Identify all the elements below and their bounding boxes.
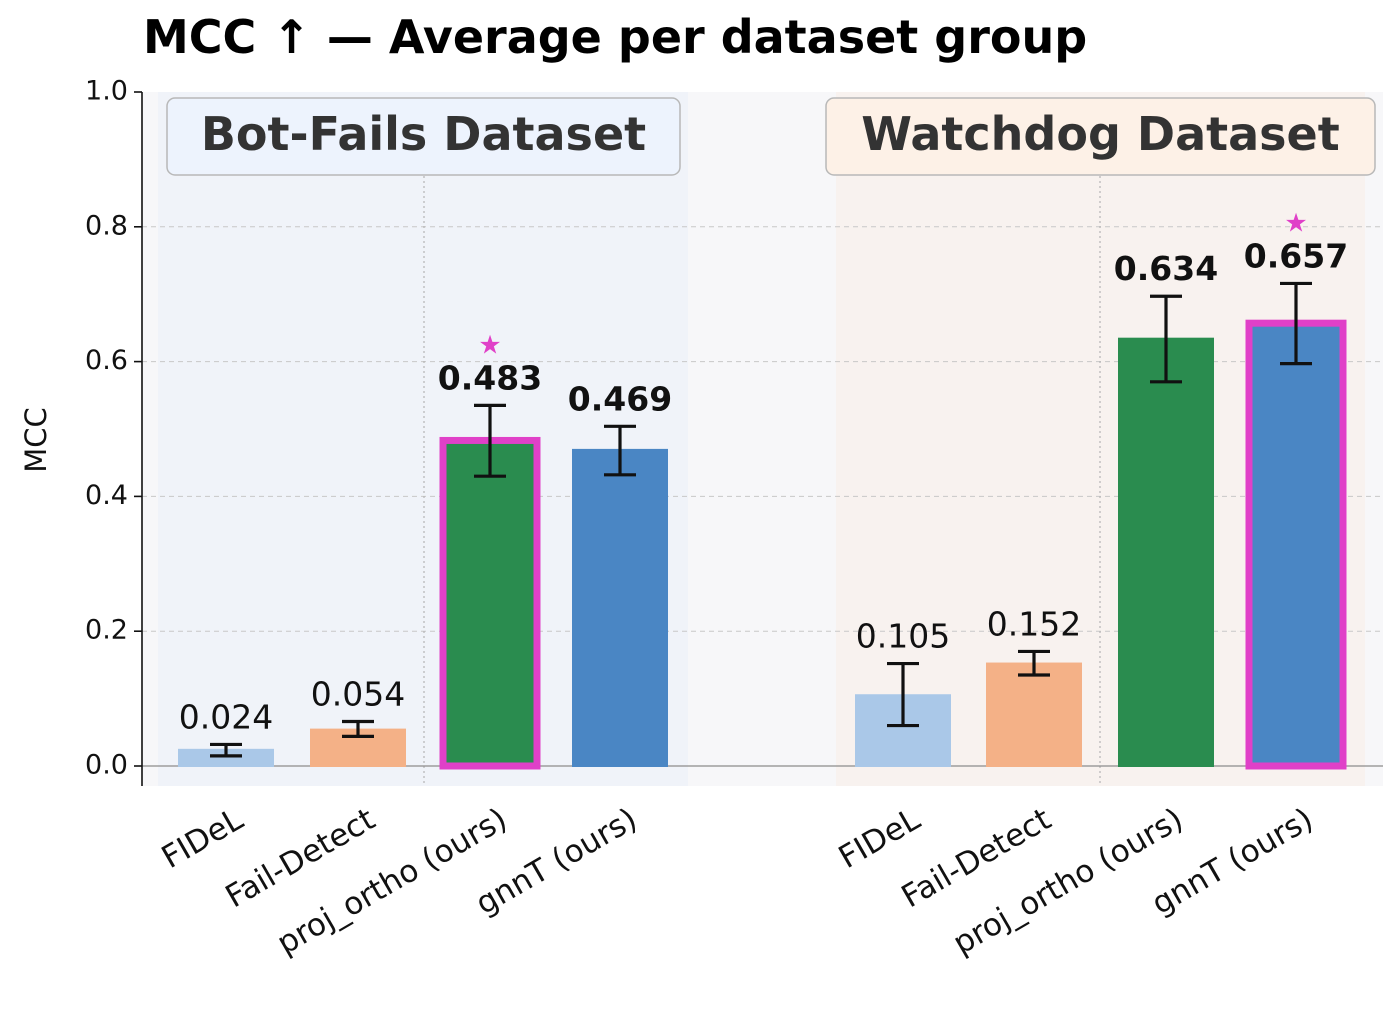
x-tick-label: FIDeL — [833, 801, 927, 876]
data-label: 0.152 — [987, 604, 1081, 643]
chart-title: MCC ↑ — Average per dataset group — [143, 10, 1088, 64]
best-star-icon: ★ — [1284, 208, 1307, 238]
x-tick-label: proj_ortho (ours) — [947, 801, 1189, 962]
group-label-box — [166, 97, 681, 176]
data-label: 0.105 — [856, 617, 950, 656]
data-label: 0.634 — [1114, 249, 1218, 288]
y-tick-label: 0.4 — [85, 480, 128, 511]
bar — [439, 436, 541, 770]
group-label: Bot-Fails Dataset — [201, 107, 646, 161]
y-tick-label: 1.0 — [85, 76, 128, 107]
x-tick-label: FIDeL — [156, 801, 250, 876]
y-tick-label: 0.0 — [85, 750, 128, 781]
bar — [986, 662, 1082, 767]
bar — [572, 448, 668, 767]
y-tick-label: 0.8 — [85, 210, 128, 241]
data-label: 0.024 — [179, 697, 273, 736]
x-tick-label: proj_ortho (ours) — [271, 801, 513, 962]
bar — [1118, 337, 1214, 767]
best-star-icon: ★ — [478, 330, 501, 360]
group-label-box — [825, 97, 1376, 176]
bar — [1245, 319, 1347, 770]
y-tick-label: 0.6 — [85, 345, 128, 376]
data-label: 0.054 — [311, 675, 405, 714]
y-tick-label: 0.2 — [85, 615, 128, 646]
y-axis-label: MCC — [19, 407, 53, 473]
data-label: 0.483 — [438, 358, 542, 397]
group-label: Watchdog Dataset — [861, 107, 1339, 161]
data-label: 0.469 — [568, 379, 672, 418]
data-label: 0.657 — [1244, 236, 1348, 275]
